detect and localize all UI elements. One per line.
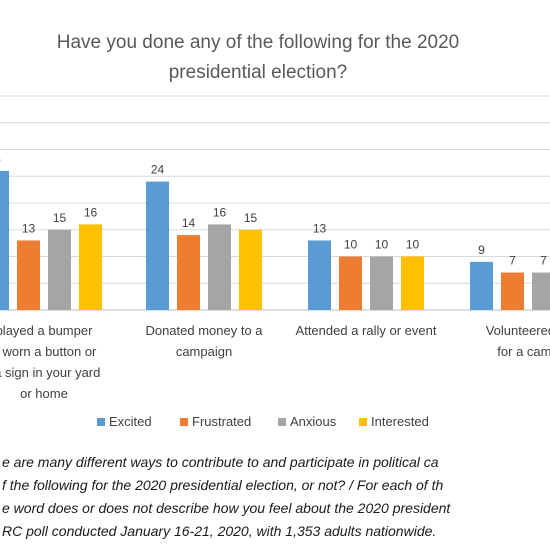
data-label: 13 (22, 221, 36, 235)
data-label: 7 (509, 254, 516, 268)
bar (17, 240, 40, 310)
legend-swatch (180, 418, 188, 426)
footnote-line: f the following for the 2020 presidentia… (2, 477, 443, 493)
bars (0, 170, 550, 310)
bar (177, 235, 200, 310)
bar (308, 240, 331, 310)
category-label: Attended a rally or event (296, 323, 437, 338)
bar (470, 261, 493, 310)
data-label: 14 (182, 216, 196, 230)
category-label: for a camp (497, 344, 550, 359)
data-label: 9 (478, 243, 485, 257)
category-label: Volunteered or (486, 323, 550, 338)
legend-label: Excited (109, 414, 152, 429)
category-labels: played a bumper r, worn a button or l a si… (0, 323, 550, 401)
legend-label: Anxious (290, 414, 337, 429)
bar (0, 170, 9, 310)
bar (532, 272, 550, 310)
data-label: 24 (151, 163, 165, 177)
legend-swatch (359, 418, 367, 426)
footnote: e are many different ways to contribute … (2, 454, 451, 539)
data-label: 16 (84, 205, 98, 219)
category-label: Donated money to a (145, 323, 263, 338)
legend-label: Frustrated (192, 414, 251, 429)
data-label: 10 (344, 238, 358, 252)
data-labels: 6 24 13 9 13 14 10 7 15 16 10 7 16 15 10 (0, 152, 547, 268)
chart-title: Have you done any of the following for t… (57, 32, 459, 83)
data-label: 6 (0, 152, 1, 166)
chart-title-line: Have you done any of the following for t… (57, 32, 459, 53)
bar (401, 256, 424, 310)
bar (79, 224, 102, 310)
footnote-line: e word does or does not describe how you… (2, 500, 451, 516)
legend-swatch (278, 418, 286, 426)
data-label: 7 (540, 254, 547, 268)
bar (48, 229, 71, 310)
bar (146, 181, 169, 310)
footnote-line: RC poll conducted January 16-21, 2020, w… (2, 523, 436, 539)
chart-title-line: presidential election? (169, 62, 348, 83)
category-label: or home (20, 386, 68, 401)
legend-swatch (97, 418, 105, 426)
data-label: 15 (53, 211, 67, 225)
data-label: 10 (406, 238, 420, 252)
legend: Excited Frustrated Anxious Interested (97, 414, 429, 429)
category-label: campaign (176, 344, 232, 359)
category-label: l a sign in your yard (0, 365, 100, 380)
bar (239, 229, 262, 310)
data-label: 13 (313, 221, 327, 235)
category-label: played a bumper (0, 323, 93, 338)
legend-label: Interested (371, 414, 429, 429)
data-label: 16 (213, 205, 227, 219)
bar (501, 272, 524, 310)
bar (370, 256, 393, 310)
data-label: 15 (244, 211, 258, 225)
bar (339, 256, 362, 310)
data-label: 10 (375, 238, 389, 252)
footnote-line: e are many different ways to contribute … (2, 454, 439, 470)
bar (208, 224, 231, 310)
category-label: r, worn a button or (0, 344, 97, 359)
